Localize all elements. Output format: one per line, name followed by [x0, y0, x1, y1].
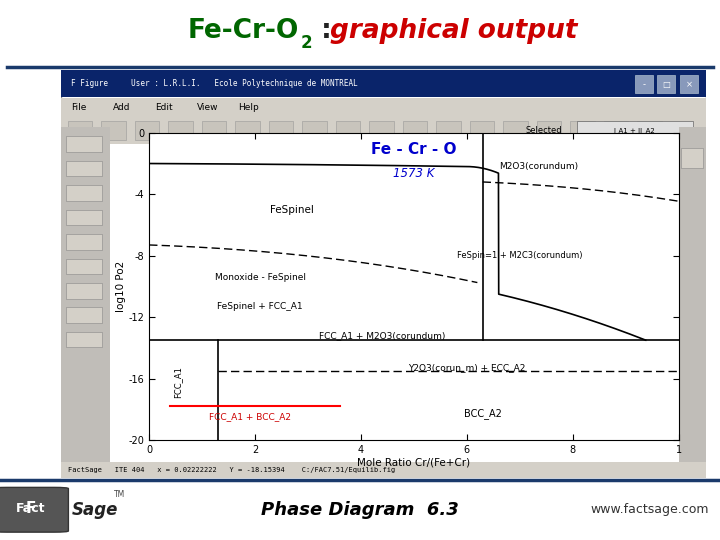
Y-axis label: log10 Po2: log10 Po2	[116, 261, 125, 312]
Text: graphical output: graphical output	[330, 18, 577, 44]
Text: FCC_A1 + BCC_A2: FCC_A1 + BCC_A2	[209, 413, 291, 422]
Text: Monoxide - FeSpinel: Monoxide - FeSpinel	[215, 273, 306, 282]
Bar	[336, 121, 360, 139]
Bar	[202, 121, 226, 139]
Text: File: File	[71, 103, 86, 112]
Bar	[657, 75, 675, 93]
Text: FeSpinel: FeSpinel	[270, 205, 314, 214]
Text: FCC_A1 + M2O3(corundum): FCC_A1 + M2O3(corundum)	[319, 331, 445, 340]
Text: M2O3(corundum): M2O3(corundum)	[499, 162, 578, 171]
Text: FeSpinel + FCC_A1: FeSpinel + FCC_A1	[217, 302, 303, 311]
Bar	[269, 121, 293, 139]
X-axis label: Mole Ratio Cr/(Fe+Cr): Mole Ratio Cr/(Fe+Cr)	[357, 458, 470, 468]
Bar	[369, 121, 394, 139]
Text: www.factsage.com: www.factsage.com	[590, 503, 709, 516]
Bar	[402, 121, 427, 139]
Bar	[570, 121, 595, 139]
Bar	[61, 117, 706, 144]
Bar	[678, 127, 706, 462]
Text: TM: TM	[114, 490, 125, 499]
Bar	[61, 462, 706, 478]
Bar	[135, 121, 159, 139]
Text: FCC_A1: FCC_A1	[174, 366, 183, 397]
Bar	[61, 70, 706, 97]
Text: 1573 K: 1573 K	[393, 167, 435, 180]
Bar	[68, 121, 92, 139]
Text: F: F	[26, 501, 36, 516]
Text: Fe-Cr-O: Fe-Cr-O	[187, 18, 299, 44]
Bar	[66, 185, 102, 201]
Text: Phase Diagram  6.3: Phase Diagram 6.3	[261, 501, 459, 519]
Bar	[66, 161, 102, 176]
Text: Selected: Selected	[525, 126, 562, 135]
Bar	[66, 259, 102, 274]
Text: FactSage   ITE 404   x = 0.02222222   Y = -18.15394    C:/FAC7.51/Equilib.fig: FactSage ITE 404 x = 0.02222222 Y = -18.…	[68, 467, 395, 472]
Text: BCC_A2: BCC_A2	[464, 409, 502, 420]
Bar	[680, 75, 698, 93]
Text: View: View	[197, 103, 218, 112]
Bar	[66, 307, 102, 323]
Text: ×: ×	[685, 80, 693, 89]
Text: Help: Help	[238, 103, 259, 112]
Bar	[66, 210, 102, 225]
Text: Add: Add	[113, 103, 130, 112]
Bar	[235, 121, 260, 139]
Text: 2: 2	[301, 34, 312, 52]
Bar	[66, 234, 102, 249]
Bar	[604, 121, 629, 139]
Bar	[61, 127, 109, 462]
Bar	[537, 121, 562, 139]
Bar	[681, 147, 703, 168]
Bar	[66, 136, 102, 152]
Text: Y2O3(corun_m) + ECC_A2: Y2O3(corun_m) + ECC_A2	[408, 363, 526, 373]
Text: J_A1 + IJ_A2: J_A1 + IJ_A2	[614, 127, 656, 134]
Text: -: -	[642, 80, 645, 89]
Text: Fact: Fact	[17, 502, 45, 515]
Bar	[66, 332, 102, 347]
Text: Fe - Cr - O: Fe - Cr - O	[371, 142, 456, 157]
Bar	[302, 121, 327, 139]
Text: □: □	[662, 80, 670, 89]
Bar	[61, 98, 706, 117]
Bar	[436, 121, 461, 139]
Text: Edit: Edit	[155, 103, 172, 112]
Text: Sage: Sage	[72, 501, 118, 519]
Bar	[469, 121, 494, 139]
Text: :: :	[312, 18, 341, 44]
Bar	[635, 75, 653, 93]
Text: F Figure     User : L.R.L.I.   Ecole Polytechnique de MONTREAL: F Figure User : L.R.L.I. Ecole Polytechn…	[71, 79, 358, 88]
Bar	[577, 121, 693, 139]
Bar	[66, 283, 102, 299]
Bar	[101, 121, 126, 139]
Text: FeSpin=1 + M2C3(corundum): FeSpin=1 + M2C3(corundum)	[457, 251, 582, 260]
Bar	[637, 121, 662, 139]
Bar	[503, 121, 528, 139]
FancyBboxPatch shape	[0, 488, 68, 532]
Bar	[168, 121, 193, 139]
